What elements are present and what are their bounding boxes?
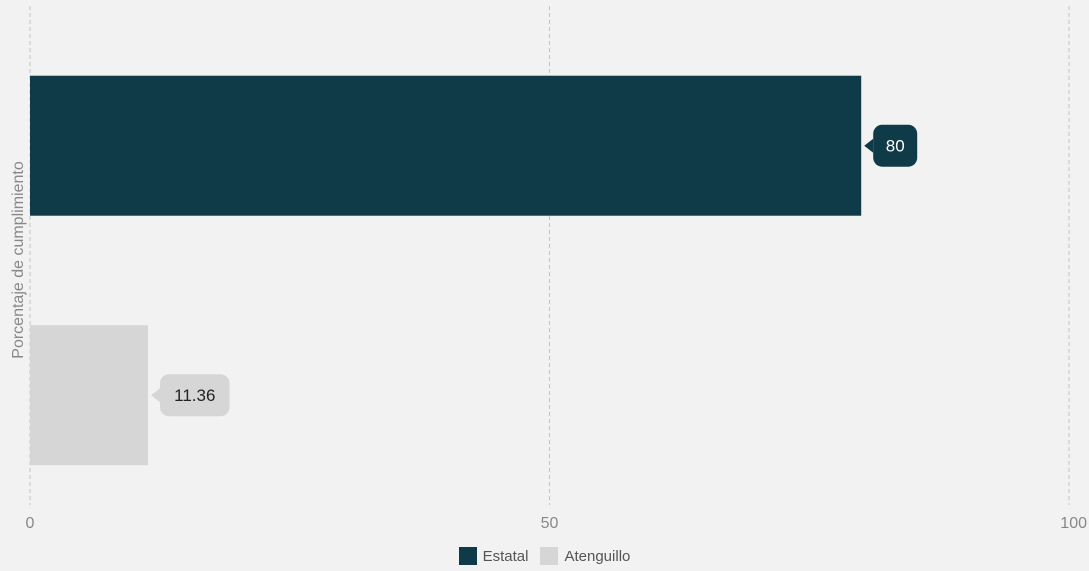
legend-swatch-atenguillo [540, 547, 559, 565]
legend-label-estatal: Estatal [482, 547, 529, 565]
y-axis-label: Porcentaje de cumplimiento [10, 161, 27, 359]
legend-item-estatal[interactable]: Estatal [458, 547, 529, 565]
bars [30, 75, 862, 466]
legend-swatch-estatal [458, 547, 477, 565]
data-label-atenguillo: 11.36 [151, 374, 230, 417]
x-tick-label-0: 0 [26, 515, 35, 532]
data-label-estatal: 80 [864, 124, 918, 167]
x-axis-ticks: 0 50 100 [26, 515, 1088, 532]
legend-item-atenguillo[interactable]: Atenguillo [540, 547, 630, 565]
legend: Estatal Atenguillo [0, 547, 1089, 565]
bar-atenguillo[interactable] [30, 325, 149, 466]
svg-text:11.36: 11.36 [174, 386, 215, 405]
svg-text:80: 80 [886, 137, 905, 156]
legend-label-atenguillo: Atenguillo [564, 547, 631, 565]
data-labels: 80 11.36 [151, 124, 918, 417]
x-tick-label-2: 100 [1060, 515, 1087, 532]
x-tick-label-1: 50 [541, 515, 559, 532]
bar-estatal[interactable] [30, 75, 862, 216]
